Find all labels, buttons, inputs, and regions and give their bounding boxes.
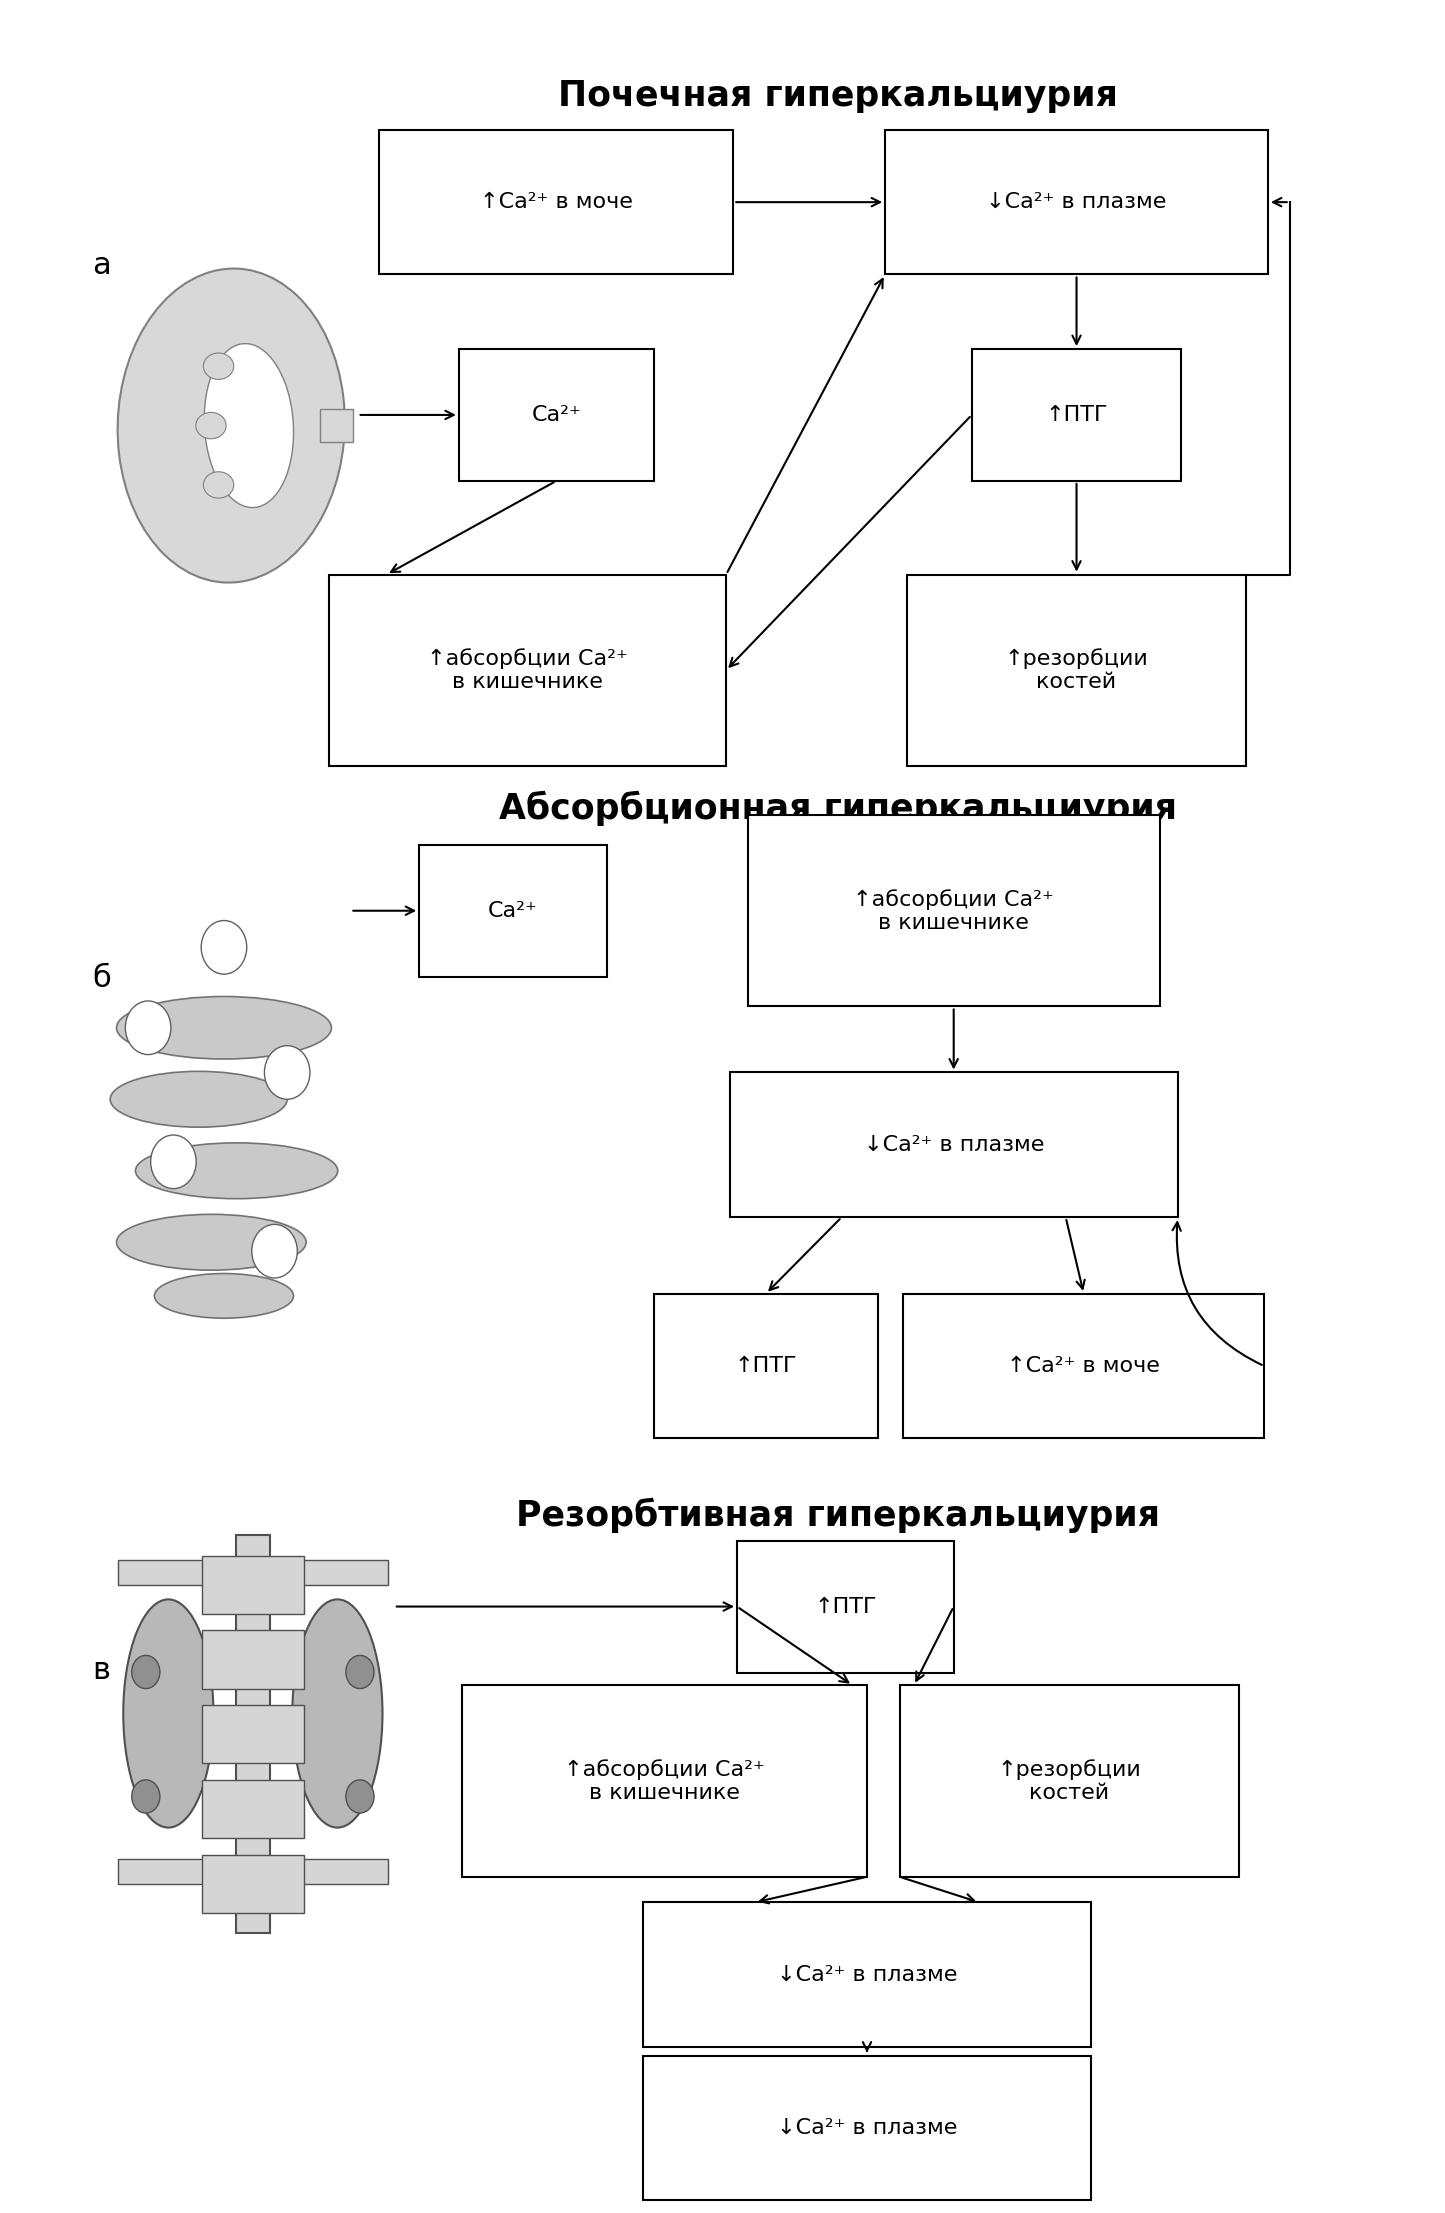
FancyBboxPatch shape (907, 575, 1246, 766)
Ellipse shape (126, 1000, 171, 1056)
Ellipse shape (345, 1779, 374, 1812)
FancyBboxPatch shape (653, 1295, 879, 1438)
FancyBboxPatch shape (899, 1686, 1240, 1877)
Ellipse shape (136, 1142, 338, 1199)
FancyBboxPatch shape (419, 845, 607, 976)
FancyBboxPatch shape (328, 575, 725, 766)
FancyBboxPatch shape (884, 131, 1269, 274)
FancyBboxPatch shape (737, 1540, 954, 1673)
Text: Ca²⁺: Ca²⁺ (532, 405, 581, 425)
Text: ↑ПТГ: ↑ПТГ (814, 1596, 877, 1615)
Text: в: в (92, 1655, 110, 1684)
FancyBboxPatch shape (749, 814, 1159, 1007)
Ellipse shape (117, 996, 331, 1060)
Text: Резорбтивная гиперкальциурия: Резорбтивная гиперкальциурия (516, 1498, 1160, 1534)
Polygon shape (202, 1556, 303, 1613)
FancyBboxPatch shape (379, 131, 734, 274)
Text: ↓Ca²⁺ в плазме: ↓Ca²⁺ в плазме (864, 1135, 1043, 1155)
Polygon shape (202, 1631, 303, 1689)
Text: Почечная гиперкальциурия: Почечная гиперкальциурия (558, 80, 1118, 113)
Polygon shape (117, 1560, 211, 1585)
Polygon shape (202, 1779, 303, 1839)
Text: ↓Ca²⁺ в плазме: ↓Ca²⁺ в плазме (987, 193, 1166, 212)
Text: б: б (92, 965, 110, 994)
Text: ↑ПТГ: ↑ПТГ (1045, 405, 1108, 425)
Polygon shape (295, 1859, 389, 1883)
Ellipse shape (292, 1600, 383, 1828)
Text: ↑абсорбции Ca²⁺
в кишечнике: ↑абсорбции Ca²⁺ в кишечнике (428, 648, 627, 693)
Polygon shape (117, 1859, 211, 1883)
Text: ↑абсорбции Ca²⁺
в кишечнике: ↑абсорбции Ca²⁺ в кишечнике (854, 890, 1053, 932)
FancyBboxPatch shape (903, 1295, 1264, 1438)
Polygon shape (319, 409, 353, 443)
Ellipse shape (117, 1215, 306, 1270)
Ellipse shape (204, 354, 234, 378)
FancyBboxPatch shape (730, 1073, 1178, 1217)
Text: а: а (92, 252, 110, 281)
Text: ↑Ca²⁺ в моче: ↑Ca²⁺ в моче (480, 193, 633, 212)
Ellipse shape (131, 1655, 160, 1689)
Text: ↑абсорбции Ca²⁺
в кишечнике: ↑абсорбции Ca²⁺ в кишечнике (565, 1759, 764, 1804)
Text: ↑резорбции
костей: ↑резорбции костей (1004, 648, 1149, 693)
Polygon shape (202, 1706, 303, 1764)
Text: ↑резорбции
костей: ↑резорбции костей (997, 1759, 1142, 1804)
Ellipse shape (117, 268, 345, 582)
Text: ↓Ca²⁺ в плазме: ↓Ca²⁺ в плазме (777, 1965, 957, 1985)
FancyBboxPatch shape (460, 350, 653, 480)
Text: ↑ПТГ: ↑ПТГ (734, 1357, 798, 1376)
Ellipse shape (150, 1135, 197, 1188)
Polygon shape (295, 1560, 389, 1585)
Ellipse shape (204, 471, 234, 498)
Text: ↓Ca²⁺ в плазме: ↓Ca²⁺ в плазме (777, 2118, 957, 2138)
Ellipse shape (345, 1655, 374, 1689)
FancyBboxPatch shape (643, 1903, 1091, 2047)
Ellipse shape (201, 921, 247, 974)
FancyBboxPatch shape (643, 2056, 1091, 2200)
FancyBboxPatch shape (462, 1686, 867, 1877)
Polygon shape (236, 1536, 270, 1934)
Ellipse shape (251, 1224, 298, 1279)
Polygon shape (202, 1854, 303, 1912)
Ellipse shape (155, 1272, 293, 1319)
Text: Абсорбционная гиперкальциурия: Абсорбционная гиперкальциурия (499, 790, 1178, 825)
Ellipse shape (110, 1071, 288, 1126)
Text: ↑Ca²⁺ в моче: ↑Ca²⁺ в моче (1007, 1357, 1160, 1376)
Ellipse shape (264, 1047, 309, 1100)
Text: Ca²⁺: Ca²⁺ (488, 901, 538, 921)
Ellipse shape (131, 1779, 160, 1812)
Ellipse shape (197, 412, 225, 438)
Ellipse shape (204, 343, 293, 507)
FancyBboxPatch shape (971, 350, 1181, 480)
Ellipse shape (123, 1600, 214, 1828)
